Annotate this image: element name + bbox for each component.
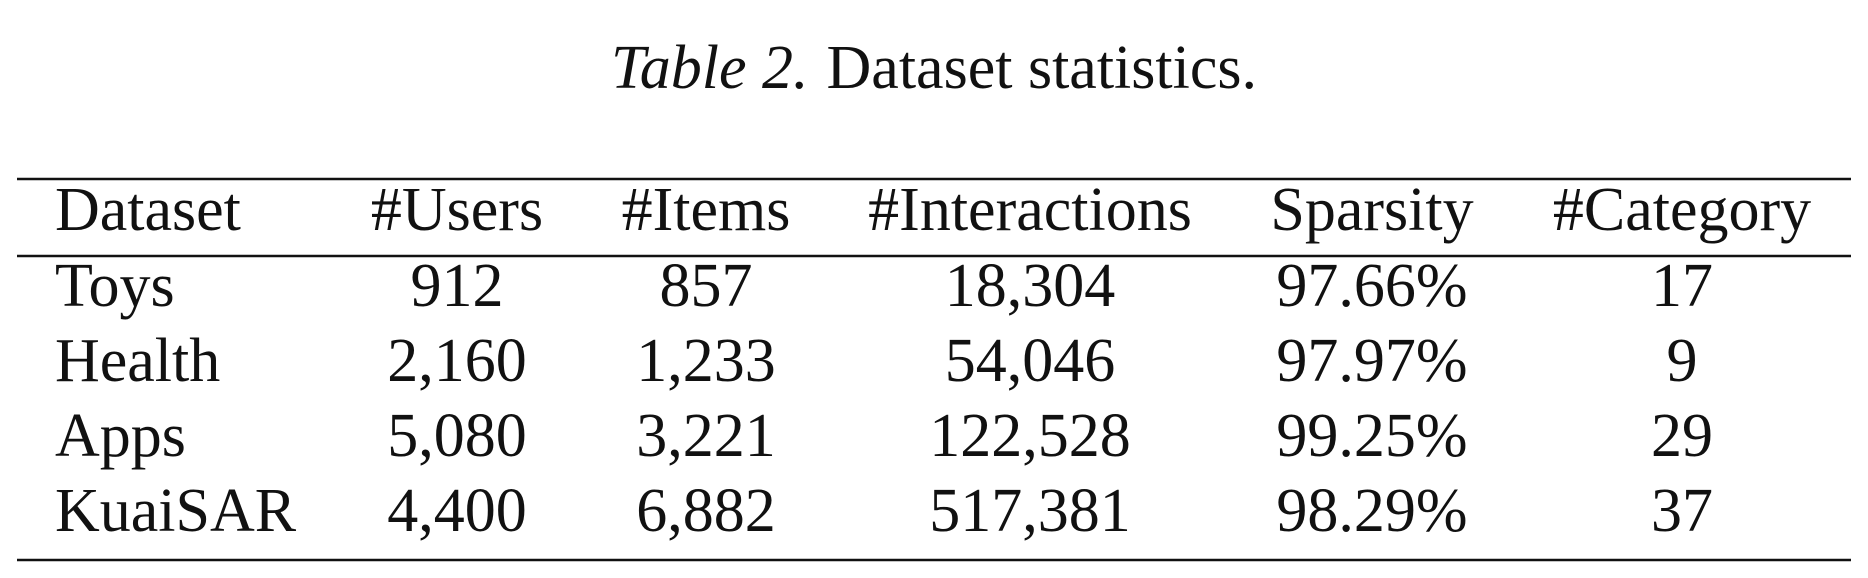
table-cell: 9 (1667, 327, 1698, 395)
table-cell: 6,882 (636, 477, 776, 545)
table-cell: KuaiSAR (55, 477, 297, 545)
table-cell: 5,080 (387, 402, 527, 470)
table-cell: 98.29% (1276, 477, 1467, 545)
table-cell: Toys (55, 252, 175, 320)
header-cell: #Items (622, 176, 791, 244)
header-cell: Dataset (55, 176, 241, 244)
table-cell: 857 (660, 252, 753, 320)
table-cell: 517,381 (929, 477, 1131, 545)
table-cell: 18,304 (945, 252, 1116, 320)
caption-text: Dataset statistics. (827, 34, 1257, 102)
header-cell: #Category (1553, 176, 1811, 244)
table-cell: 912 (411, 252, 504, 320)
header-cell: #Users (371, 176, 543, 244)
table-cell: 99.25% (1276, 402, 1467, 470)
caption: Table 2. Dataset statistics. (611, 34, 1257, 102)
header-cell: #Interactions (868, 176, 1192, 244)
table-cell: 17 (1651, 252, 1713, 320)
table-cell: Apps (55, 402, 186, 470)
table-cell: 97.97% (1276, 327, 1467, 395)
table-cell: 97.66% (1276, 252, 1467, 320)
table-cell: 54,046 (945, 327, 1116, 395)
table-cell: 2,160 (387, 327, 527, 395)
header-cell: Sparsity (1270, 176, 1473, 244)
table-cell: 4,400 (387, 477, 527, 545)
caption-label: Table 2. (611, 34, 809, 102)
table-cell: 37 (1651, 477, 1713, 545)
table-cell: 3,221 (636, 402, 776, 470)
table-cell: Health (55, 327, 220, 395)
table-cell: 29 (1651, 402, 1713, 470)
table-cell: 1,233 (636, 327, 776, 395)
table-cell: 122,528 (929, 402, 1131, 470)
